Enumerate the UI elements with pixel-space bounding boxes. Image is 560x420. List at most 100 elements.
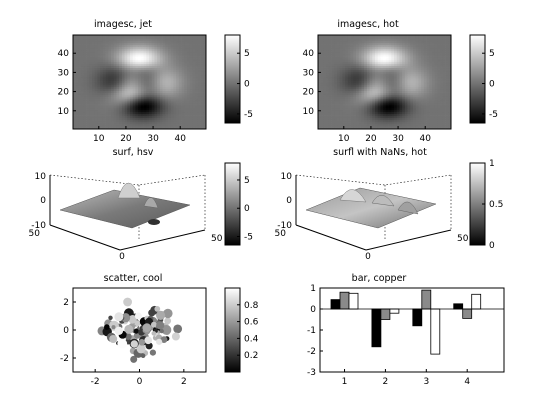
heatmap-cell — [75, 35, 79, 38]
heatmap-cell — [92, 113, 96, 116]
heatmap-cell — [165, 127, 169, 130]
heatmap-cell — [151, 73, 155, 76]
heatmap-cell — [105, 98, 109, 101]
heatmap-cell — [165, 90, 169, 93]
heatmap-cell — [372, 67, 376, 70]
heatmap-cell — [108, 67, 112, 70]
heatmap-cell — [181, 35, 185, 38]
z-tick-label: 0 — [40, 196, 46, 206]
heatmap-cell — [320, 109, 324, 113]
heatmap-cell — [81, 115, 85, 118]
heatmap-cell — [146, 82, 150, 86]
heatmap-cell — [442, 35, 446, 38]
heatmap-cell — [116, 121, 120, 124]
heatmap-cell — [146, 65, 150, 68]
heatmap-cell — [119, 75, 123, 78]
heatmap-cell — [165, 84, 169, 88]
colorbar-tick-label: 1 — [489, 159, 495, 169]
heatmap-cell — [203, 94, 207, 97]
heatmap-cell — [162, 42, 166, 45]
heatmap-cell — [200, 63, 204, 67]
heatmap-cell — [440, 104, 444, 107]
heatmap-cell — [89, 54, 93, 57]
heatmap-cell — [168, 36, 172, 40]
heatmap-cell — [385, 104, 389, 107]
heatmap-cell — [173, 119, 177, 122]
heatmap-cell — [189, 38, 193, 42]
heatmap-cell — [356, 94, 360, 97]
heatmap-cell — [426, 96, 430, 99]
heatmap-cell — [94, 94, 98, 97]
heatmap-cell — [418, 65, 422, 68]
heatmap-cell — [81, 94, 85, 97]
heatmap-cell — [132, 81, 136, 84]
heatmap-cell — [388, 79, 392, 82]
heatmap-cell — [442, 109, 446, 113]
heatmap-cell — [178, 119, 182, 122]
heatmap-cell — [73, 56, 77, 59]
heatmap-cell — [353, 38, 357, 42]
heatmap-cell — [320, 113, 324, 116]
heatmap-cell — [105, 77, 109, 80]
heatmap-cell — [184, 44, 188, 47]
heatmap-cell — [130, 69, 134, 72]
heatmap-cell — [151, 113, 155, 116]
heatmap-cell — [89, 42, 93, 45]
heatmap-cell — [402, 36, 406, 40]
heatmap-cell — [394, 38, 398, 42]
heatmap-cell — [345, 75, 349, 78]
heatmap-cell — [130, 113, 134, 116]
heatmap-cell — [149, 56, 153, 59]
heatmap-cell — [130, 79, 134, 82]
heatmap-cell — [361, 113, 365, 116]
heatmap-cell — [364, 102, 368, 105]
heatmap-cell — [364, 125, 368, 128]
heatmap-cell — [402, 111, 406, 114]
heatmap-cell — [157, 56, 161, 59]
heatmap-cell — [356, 100, 360, 103]
heatmap-cell — [402, 54, 406, 57]
heatmap-cell — [396, 102, 400, 105]
heatmap-cell — [162, 77, 166, 80]
heatmap-cell — [339, 63, 343, 67]
heatmap-cell — [437, 36, 441, 40]
heatmap-cell — [108, 82, 112, 86]
heatmap-cell — [448, 109, 452, 113]
heatmap-cell — [81, 109, 85, 113]
heatmap-cell — [165, 88, 169, 91]
heatmap-cell — [187, 35, 191, 38]
heatmap-cell — [361, 86, 365, 90]
heatmap-cell — [323, 73, 327, 76]
heatmap-cell — [116, 48, 120, 51]
heatmap-cell — [173, 58, 177, 61]
heatmap-cell — [364, 67, 368, 70]
heatmap-cell — [121, 109, 125, 113]
heatmap-cell — [178, 35, 182, 38]
heatmap-cell — [159, 94, 163, 97]
heatmap-cell — [413, 75, 417, 78]
heatmap-cell — [345, 107, 349, 111]
heatmap-cell — [350, 35, 354, 38]
heatmap-cell — [111, 119, 115, 122]
heatmap-cell — [119, 107, 123, 111]
heatmap-cell — [86, 36, 90, 40]
heatmap-cell — [75, 121, 79, 124]
heatmap-cell — [89, 107, 93, 111]
heatmap-cell — [197, 94, 201, 97]
heatmap-cell — [159, 50, 163, 53]
heatmap-cell — [111, 46, 115, 49]
back-grid — [295, 174, 452, 186]
heatmap-cell — [124, 88, 128, 91]
heatmap-cell — [143, 61, 147, 65]
heatmap-cell — [380, 121, 384, 124]
heatmap-cell — [334, 90, 338, 93]
heatmap-cell — [81, 38, 85, 42]
heatmap-cell — [138, 123, 142, 126]
heatmap-cell — [113, 94, 117, 97]
heatmap-cell — [369, 111, 373, 114]
heatmap-cell — [415, 119, 419, 122]
heatmap-cell — [97, 77, 101, 80]
heatmap-cell — [334, 73, 338, 76]
heatmap-cell — [429, 81, 433, 84]
heatmap-cell — [388, 35, 392, 38]
